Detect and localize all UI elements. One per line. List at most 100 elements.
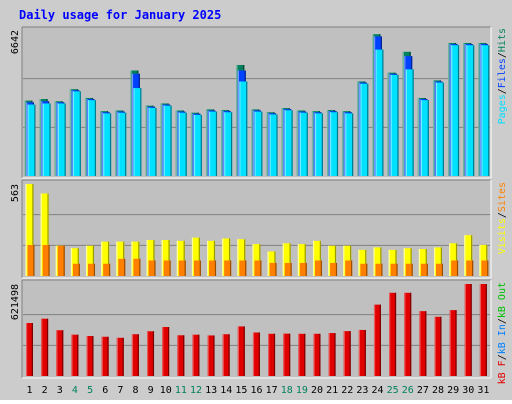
bar-highlight	[206, 109, 208, 176]
bar-highlight	[163, 105, 165, 176]
bar-highlight	[118, 112, 120, 176]
bar-shadow	[62, 330, 64, 376]
bar-pages-day-19	[299, 112, 308, 176]
bar-highlight	[417, 97, 420, 176]
bar-pages-day-28	[435, 82, 444, 176]
bar-highlight	[131, 241, 133, 276]
bar-sites-day-28	[435, 263, 443, 276]
bar-visits-day-16	[252, 244, 261, 276]
bar-shadow	[183, 240, 185, 276]
bar-shadow	[394, 292, 397, 376]
x-tick-label-day-20: 20	[311, 385, 323, 396]
bar-shadow	[49, 103, 51, 176]
bar-shadow	[261, 111, 263, 176]
legend-entry: /	[497, 88, 508, 94]
bar-highlight	[162, 104, 164, 176]
x-tick-label-day-1: 1	[27, 385, 33, 396]
bar-highlight	[389, 73, 391, 176]
bar-shadow	[305, 262, 307, 276]
bar-highlight	[268, 333, 270, 376]
bar-sites-day-13	[209, 260, 217, 276]
bar-shadow	[154, 260, 156, 276]
bar-highlight	[101, 241, 103, 276]
bar-shadow	[426, 263, 428, 276]
bar-visits-day-24	[373, 247, 382, 276]
bar-highlight	[116, 241, 118, 276]
bar-shadow	[365, 249, 367, 276]
bar-highlight	[237, 326, 240, 376]
bar-highlight	[251, 109, 253, 176]
bar-kbf-day-3	[56, 330, 64, 376]
bar-sites-day-16	[254, 260, 262, 276]
bar-highlight	[343, 112, 345, 176]
legend-entry: Pages	[497, 94, 508, 124]
bar-visits-day-10	[161, 240, 170, 276]
bar-shadow	[411, 263, 413, 276]
bar-highlight	[237, 239, 239, 276]
legend-entry: Hits	[497, 28, 508, 52]
bar-pages-day-18	[284, 110, 293, 176]
bar-highlight	[25, 184, 27, 276]
bar-highlight	[54, 101, 56, 176]
bar-shadow	[260, 260, 262, 276]
bar-highlight	[358, 249, 360, 276]
bar-shadow	[410, 248, 412, 276]
bar-highlight	[162, 327, 164, 376]
bar-visits-day-9	[146, 240, 155, 276]
bar-highlight	[343, 331, 345, 376]
bar-kbf-day-8	[131, 334, 139, 376]
x-tick-label-day-12: 12	[190, 385, 202, 396]
bar-highlight	[267, 251, 269, 276]
bar-shadow	[77, 248, 79, 276]
bar-shadow	[214, 260, 217, 276]
bar-highlight	[42, 103, 44, 176]
bar-shadow	[152, 331, 155, 376]
bar-shadow	[153, 240, 155, 276]
bar-visits-day-18	[282, 243, 291, 276]
bar-highlight	[298, 333, 300, 376]
bar-highlight	[24, 100, 26, 176]
bar-sites-day-11	[178, 260, 186, 276]
bar-kbf-day-26	[404, 292, 412, 376]
bar-sites-day-25	[390, 263, 398, 276]
bar-visits-day-6	[101, 241, 110, 276]
bar-highlight	[435, 82, 438, 176]
legend-entry: /	[497, 52, 508, 58]
bar-shadow	[184, 260, 186, 276]
bar-sites-day-19	[299, 262, 307, 276]
bar-highlight	[387, 72, 389, 176]
bar-highlight	[403, 248, 405, 276]
bar-kbf-day-23	[358, 329, 366, 376]
bar-pages-day-16	[254, 111, 263, 176]
bar-highlight	[390, 74, 392, 176]
bar-pages-day-31	[481, 45, 490, 176]
x-tick-label-day-5: 5	[87, 385, 93, 396]
bar-highlight	[330, 112, 332, 176]
legend-entry: kB F	[497, 360, 508, 384]
bar-highlight	[116, 337, 118, 376]
bar-pages-day-29	[451, 45, 460, 176]
bar-shadow	[258, 332, 260, 376]
bar-highlight	[252, 244, 254, 276]
bar-kbf-day-13	[207, 335, 215, 376]
bar-shadow	[183, 335, 185, 376]
bar-highlight	[193, 114, 196, 176]
bar-highlight	[312, 240, 315, 276]
bar-highlight	[254, 111, 256, 176]
bar-highlight	[70, 248, 73, 276]
bar-highlight	[342, 111, 344, 176]
bar-shadow	[351, 260, 353, 276]
panel-bottom-legend: kB F/kB In/kB Out	[497, 282, 508, 384]
bar-shadow	[109, 113, 112, 176]
bar-shadow	[94, 100, 97, 176]
bar-sites-day-31	[481, 260, 489, 276]
panel-top-max-label: 6642	[10, 30, 21, 54]
bar-highlight	[71, 90, 73, 176]
bar-kbf-day-12	[192, 334, 200, 376]
bar-highlight	[313, 112, 315, 176]
bar-pages-day-13	[209, 111, 218, 176]
bar-shadow	[92, 245, 95, 276]
bar-shadow	[380, 247, 382, 276]
x-tick-label-day-30: 30	[462, 385, 474, 396]
bar-kbf-day-20	[313, 333, 321, 376]
